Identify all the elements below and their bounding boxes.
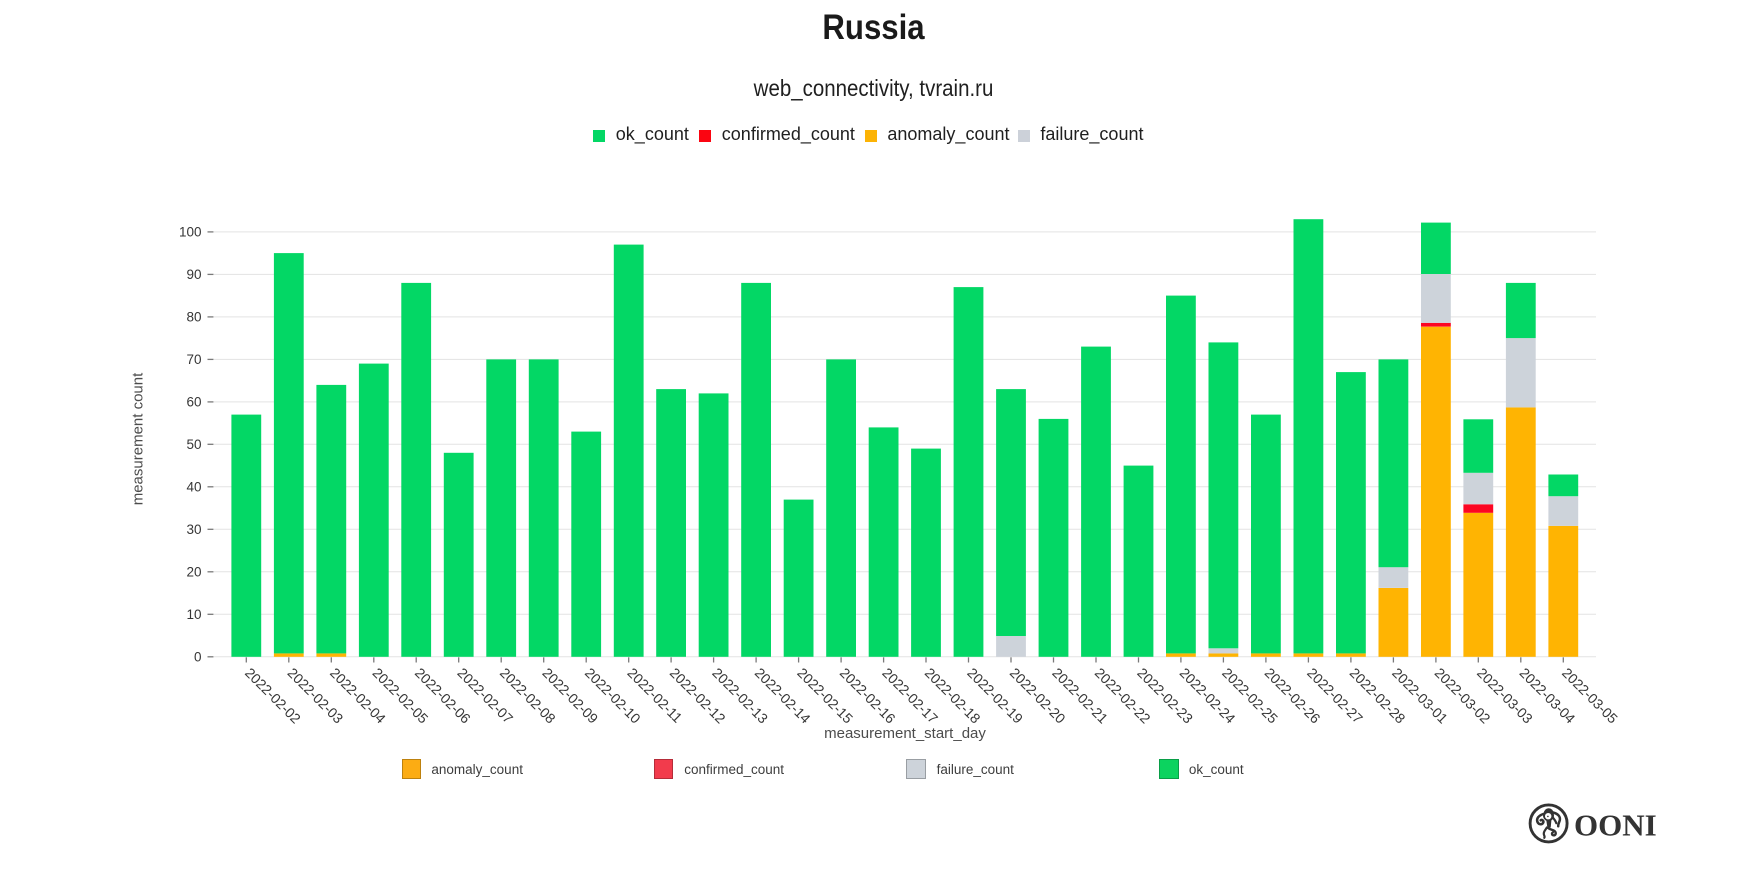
svg-text:80: 80 xyxy=(186,310,201,325)
svg-text:50: 50 xyxy=(186,437,201,452)
svg-text:100: 100 xyxy=(179,225,202,240)
svg-text:70: 70 xyxy=(186,352,201,367)
svg-text:10: 10 xyxy=(186,607,201,622)
svg-text:90: 90 xyxy=(186,267,201,282)
svg-text:measurement count: measurement count xyxy=(130,372,147,505)
svg-text:60: 60 xyxy=(186,395,201,410)
svg-text:measurement_start_day: measurement_start_day xyxy=(824,725,986,742)
svg-text:30: 30 xyxy=(186,522,201,537)
svg-text:OONI: OONI xyxy=(1574,808,1657,843)
svg-text:20: 20 xyxy=(186,565,201,580)
svg-text:0: 0 xyxy=(194,650,202,665)
svg-text:40: 40 xyxy=(186,480,201,495)
